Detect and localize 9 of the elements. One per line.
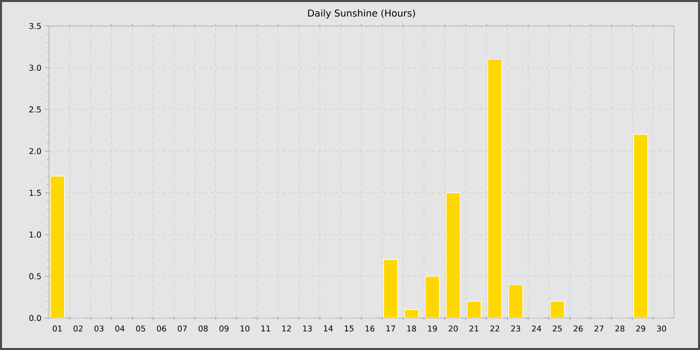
bar (550, 301, 565, 318)
bar (50, 176, 64, 318)
bar (425, 276, 440, 318)
bar (633, 134, 648, 318)
chart-title: Daily Sunshine (Hours) (308, 9, 415, 19)
bar (508, 284, 523, 318)
bar (383, 259, 398, 318)
bar (488, 59, 502, 318)
bar (446, 192, 460, 318)
